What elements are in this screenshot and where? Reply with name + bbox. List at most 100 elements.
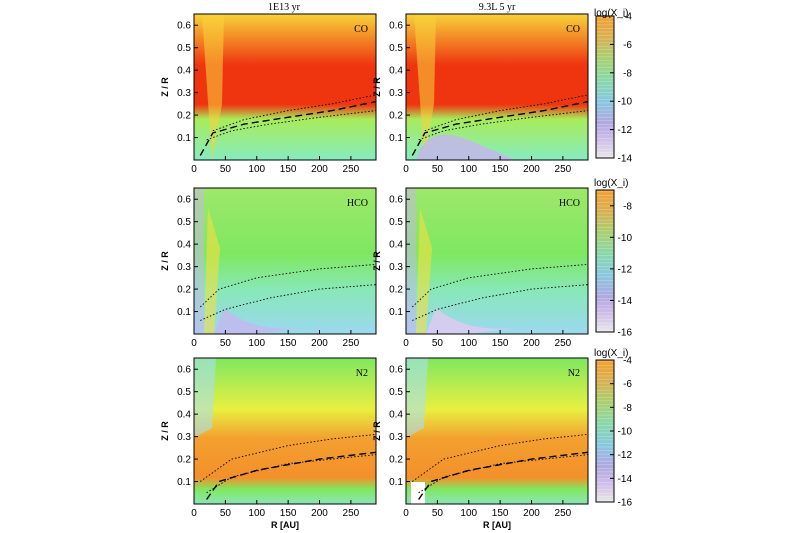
panel-hco-right — [405, 187, 589, 335]
x-tick-label: 250 — [343, 164, 360, 175]
panel-frame — [193, 187, 377, 335]
heatmap-field — [406, 358, 588, 504]
x-axis-label: R [AU] — [271, 520, 299, 530]
contour-dotted-upper — [411, 263, 589, 308]
plume — [202, 14, 224, 160]
y-tick-label: 0.2 — [389, 111, 403, 122]
x-tick-label: 150 — [492, 338, 509, 349]
x-tick-label: 250 — [343, 508, 360, 519]
contour-dotted-upper — [199, 263, 377, 308]
colorbar-tick-label: -16 — [618, 328, 633, 339]
inner-edge — [194, 358, 216, 438]
y-tick-label: 0.6 — [177, 195, 191, 206]
colorbar-co — [595, 15, 615, 159]
column-title-left: 1E13 yr — [268, 2, 301, 13]
x-tick-label: 200 — [523, 508, 540, 519]
colorbar-tick-label: -14 — [618, 474, 633, 485]
colorbar-title: log(X_i) — [594, 348, 628, 359]
low-region — [214, 308, 304, 334]
x-tick-label: 250 — [555, 164, 572, 175]
contour-dashed — [206, 451, 377, 500]
panel-co-right — [405, 13, 589, 161]
y-tick-label: 0.5 — [177, 387, 191, 398]
colorbar-fill — [596, 190, 614, 332]
y-tick-label: 0.5 — [389, 217, 403, 228]
y-tick-label: 0.3 — [177, 262, 191, 273]
x-tick-label: 50 — [432, 338, 444, 349]
x-tick-label: 50 — [220, 164, 232, 175]
panel-co-left — [193, 13, 377, 161]
white-cavity — [411, 482, 425, 504]
y-tick-label: 0.3 — [389, 262, 403, 273]
text-layer: 1E13 yr 9.3L 5 yr 0 50 100 150 200 250 0.1 0.2 0… — [160, 2, 632, 530]
y-tick-label: 0.2 — [177, 285, 191, 296]
column-title-right: 9.3L 5 yr — [479, 2, 516, 13]
y-tick-label: 0.3 — [177, 88, 191, 99]
x-tick-label: 50 — [432, 164, 444, 175]
panel-n2-left — [193, 357, 377, 505]
y-tick-label: 0.4 — [389, 66, 403, 77]
x-tick-label: 100 — [248, 508, 265, 519]
heatmap-field — [194, 188, 376, 334]
colorbar-tick-label: -8 — [623, 68, 632, 79]
colorbar-tick-label: -10 — [618, 233, 633, 244]
x-tick-label: 0 — [403, 164, 409, 175]
contour-dotted-upper — [424, 94, 589, 132]
y-tick-label: 0.5 — [389, 387, 403, 398]
y-tick-label: 0.4 — [177, 240, 191, 251]
heatmap-field — [406, 14, 588, 160]
x-tick-label: 50 — [220, 508, 232, 519]
x-tick-label: 150 — [280, 508, 297, 519]
contour-dotted-lower — [200, 284, 377, 321]
y-tick-label: 0.6 — [177, 365, 191, 376]
contour-dotted-upper — [212, 94, 377, 132]
x-tick-label: 200 — [311, 338, 328, 349]
colorbar-tick-label: -6 — [623, 40, 632, 51]
x-tick-label: 200 — [523, 164, 540, 175]
colorbar-tick-label: -12 — [618, 125, 633, 136]
panel-n2-right — [405, 357, 589, 505]
colorbar-frame — [595, 189, 615, 333]
colorbar-tick-label: -8 — [623, 201, 632, 212]
colorbar-tick-label: -16 — [618, 498, 633, 509]
x-tick-label: 0 — [191, 164, 197, 175]
panel-frame — [405, 357, 589, 505]
x-tick-label: 100 — [248, 164, 265, 175]
y-tick-label: 0.3 — [389, 432, 403, 443]
y-tick-label: 0.6 — [389, 195, 403, 206]
colorbar-tick-label: -4 — [623, 12, 632, 23]
x-tick-label: 0 — [403, 338, 409, 349]
y-tick-label: 0.2 — [389, 285, 403, 296]
x-tick-label: 150 — [492, 164, 509, 175]
contour-dotted-lower — [418, 110, 589, 141]
y-tick-label: 0.1 — [177, 307, 191, 318]
x-tick-label: 250 — [555, 508, 572, 519]
x-tick-label: 50 — [220, 338, 232, 349]
y-axis-label: Z / R — [372, 421, 382, 441]
heatmap-field — [194, 14, 376, 160]
y-tick-label: 0.2 — [177, 111, 191, 122]
y-tick-label: 0.5 — [177, 43, 191, 54]
colorbar-tick-label: -10 — [618, 97, 633, 108]
plume — [204, 208, 220, 334]
x-tick-label: 200 — [311, 164, 328, 175]
contour-dashed — [199, 100, 377, 156]
contour-dotted-upper — [200, 433, 377, 482]
x-tick-label: 100 — [248, 338, 265, 349]
low-region — [416, 134, 516, 160]
panel-species-label: HCO — [559, 198, 580, 209]
colorbar-tick-label: -6 — [623, 379, 632, 390]
contour-dashed — [418, 451, 589, 500]
panel-species-label: HCO — [347, 198, 368, 209]
y-tick-label: 0.6 — [177, 21, 191, 32]
inner-edge — [194, 188, 204, 334]
panel-hco-left — [193, 187, 377, 335]
x-tick-label: 0 — [191, 508, 197, 519]
colorbar-n2 — [595, 359, 615, 503]
y-tick-label: 0.1 — [389, 307, 403, 318]
y-tick-label: 0.5 — [389, 43, 403, 54]
panel-frame — [193, 13, 377, 161]
y-tick-label: 0.4 — [177, 410, 191, 421]
y-tick-label: 0.5 — [177, 217, 191, 228]
